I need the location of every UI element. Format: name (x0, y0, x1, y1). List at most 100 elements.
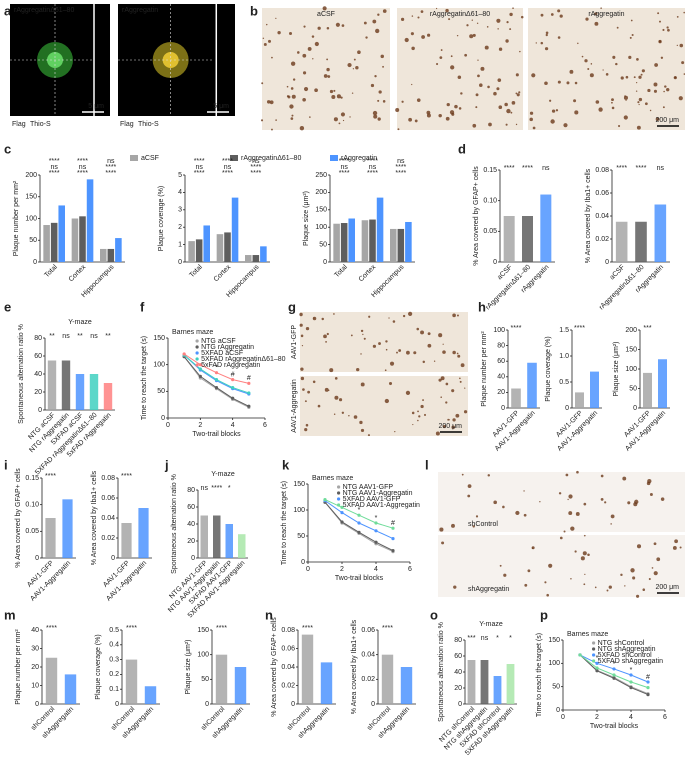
y-tick-label: 50 (157, 388, 165, 395)
plaque (604, 501, 607, 504)
panel-letter: f (140, 299, 145, 314)
x-tick-label: 2 (198, 422, 202, 429)
plaque (456, 314, 459, 317)
plaque (338, 398, 343, 402)
plaque (355, 66, 359, 70)
point (391, 537, 395, 541)
plaque (549, 99, 552, 102)
plaque (307, 390, 311, 394)
bar (643, 372, 652, 408)
plaque (451, 523, 455, 528)
bar (540, 194, 552, 262)
y-tick-label: 100 (315, 224, 327, 231)
significance: ns (481, 635, 489, 642)
plaque (506, 108, 511, 114)
plaque (629, 36, 632, 39)
plaque (404, 37, 409, 43)
plaque (627, 501, 631, 505)
legend-marker (592, 659, 596, 663)
plaque (519, 50, 521, 53)
plaque (464, 387, 466, 389)
plaque (654, 63, 658, 67)
plaque (341, 411, 345, 414)
plaque (453, 585, 457, 589)
y-tick-label: 0 (458, 701, 462, 708)
plaque (472, 33, 476, 37)
significance: **** (302, 625, 313, 632)
plaque (372, 110, 378, 116)
plaque (340, 96, 343, 99)
plaque (402, 314, 406, 318)
x-tick-label: Cortex (68, 263, 88, 283)
panel-letter: b (250, 3, 258, 18)
plaque (374, 75, 377, 78)
plaque (580, 556, 585, 561)
plaque (326, 58, 329, 61)
y-tick-label: 200 (315, 189, 327, 196)
plaque (442, 424, 446, 429)
plaque (523, 513, 527, 517)
point (612, 673, 616, 677)
point (198, 367, 202, 371)
bar (615, 221, 628, 262)
stain-label: Flag (120, 121, 134, 128)
plaque (357, 50, 361, 55)
plaque (598, 107, 603, 112)
plaque (515, 73, 519, 77)
x-tick-label: Cortex (358, 263, 378, 283)
y-axis-label: Time to reach the target (s) (281, 481, 288, 565)
y-axis-label: Time to reach the target (s) (536, 633, 543, 717)
plaque (372, 344, 377, 348)
bar (405, 221, 412, 262)
plaque (638, 97, 643, 102)
plaque (506, 21, 509, 24)
plaque (623, 115, 628, 120)
plaque (311, 35, 315, 38)
plaque (493, 91, 497, 96)
y-axis-label: Plaque coverage (%) (545, 336, 552, 401)
legend-label: aCSF (141, 155, 159, 162)
significance: * (228, 485, 231, 492)
bar (203, 225, 210, 262)
y-tick-label: 250 (315, 172, 327, 179)
plaque (305, 326, 310, 331)
bar (635, 221, 647, 262)
plaque (653, 82, 658, 87)
plaque (420, 330, 425, 335)
plaque (427, 343, 432, 348)
bar (50, 222, 58, 262)
plaque (520, 15, 524, 19)
bar (511, 388, 521, 408)
y-tick-label: 0 (323, 259, 327, 266)
legend-swatch (230, 155, 238, 161)
plaque (510, 111, 513, 114)
legend-marker (195, 357, 199, 361)
plaque (575, 512, 580, 516)
significance: ns (224, 164, 232, 171)
significance: ns (79, 164, 87, 171)
plaque (467, 484, 472, 489)
significance: **** (574, 325, 585, 332)
y-tick-label: 50 (201, 676, 209, 683)
y-tick-label: 0.5 (559, 379, 569, 386)
plaque (493, 500, 497, 505)
plaque (456, 352, 459, 355)
plaque (625, 99, 627, 101)
plaque (411, 83, 413, 86)
point (646, 693, 650, 697)
plaque (341, 24, 345, 27)
plaque (595, 100, 600, 104)
plaque (496, 87, 500, 91)
plaque (302, 71, 307, 75)
plaque (385, 348, 388, 351)
point (198, 374, 202, 378)
plaque (456, 34, 459, 37)
y-tick-label: 0 (633, 405, 637, 412)
plaque (574, 550, 577, 553)
plaque (642, 588, 646, 591)
plaque (420, 404, 424, 409)
legend-label: 5XFAD rAggregatinΔ61–80 (201, 356, 286, 363)
plaque (638, 75, 642, 79)
plaque (655, 117, 660, 122)
plaque (466, 24, 469, 27)
